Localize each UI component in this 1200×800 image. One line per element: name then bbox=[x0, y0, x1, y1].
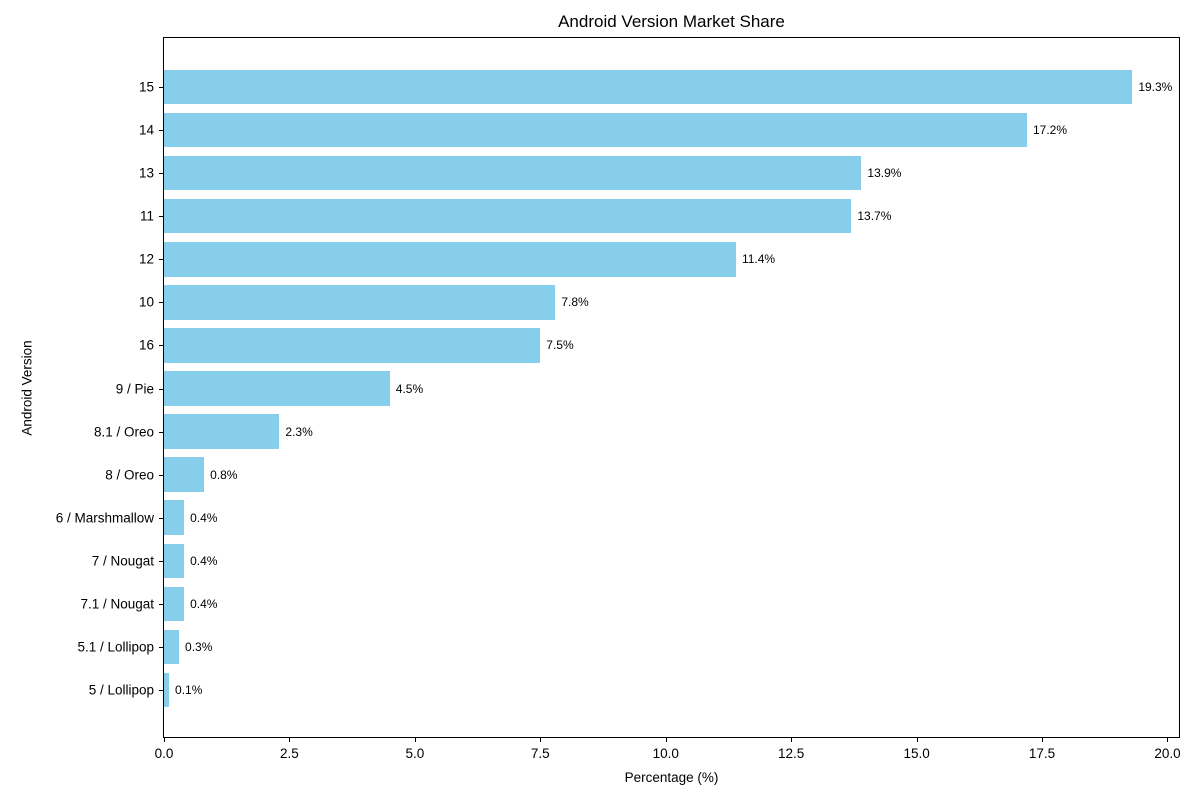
bar-8-oreo bbox=[164, 457, 205, 492]
bar-value-label: 13.9% bbox=[867, 166, 902, 181]
y-tick-label: 8 / Oreo bbox=[105, 467, 154, 483]
y-tick-label: 12 bbox=[138, 251, 154, 267]
y-tick-mark bbox=[159, 517, 164, 519]
bar-6-marshmallow bbox=[164, 500, 185, 535]
x-tick-label: 20.0 bbox=[1154, 746, 1181, 761]
bar-value-label: 13.7% bbox=[857, 209, 892, 224]
y-tick-mark bbox=[159, 345, 164, 347]
bar-5-lollipop bbox=[164, 672, 170, 708]
x-tick-label: 12.5 bbox=[778, 746, 805, 761]
y-tick-mark bbox=[159, 603, 164, 605]
x-tick-label: 15.0 bbox=[903, 746, 930, 761]
y-tick-label: 5.1 / Lollipop bbox=[77, 639, 154, 655]
x-axis-label: Percentage (%) bbox=[624, 770, 719, 785]
bar-7-nougat bbox=[164, 543, 185, 578]
plot-area: 19.3% 17.2% 13.9% 13.7% 11.4% 7.8% 7.5% 4.5% 2.3… bbox=[56, 37, 1181, 785]
bar-value-label: 0.8% bbox=[210, 467, 238, 482]
x-tick-mark bbox=[414, 737, 416, 742]
x-tick-mark bbox=[540, 737, 542, 742]
bar-value-label: 4.5% bbox=[395, 381, 424, 396]
bar-10 bbox=[164, 285, 556, 320]
y-tick-mark bbox=[159, 689, 164, 691]
y-tick-label: 16 bbox=[138, 337, 154, 353]
y-tick-label: 7.1 / Nougat bbox=[80, 596, 154, 612]
y-tick-mark bbox=[159, 474, 164, 476]
y-tick-label: 11 bbox=[139, 208, 154, 224]
y-tick-label: 8.1 / Oreo bbox=[93, 424, 154, 440]
y-tick-label: 5 / Lollipop bbox=[88, 682, 154, 698]
bar-8.1-oreo bbox=[164, 414, 280, 449]
x-tick-label: 7.5 bbox=[530, 746, 550, 761]
x-tick-mark bbox=[1042, 737, 1044, 742]
bar-value-label: 19.3% bbox=[1138, 80, 1173, 95]
y-axis-label: Android Version bbox=[19, 340, 35, 436]
bar-value-label: 7.8% bbox=[561, 295, 589, 310]
bar-11 bbox=[164, 199, 852, 234]
x-tick-label: 17.5 bbox=[1028, 746, 1056, 761]
y-tick-mark bbox=[159, 646, 164, 648]
bar-7.1-nougat bbox=[164, 586, 185, 622]
y-tick-label: 9 / Pie bbox=[115, 381, 154, 396]
bar-value-label: 17.2% bbox=[1032, 123, 1067, 138]
x-tick-label: 5.0 bbox=[405, 746, 425, 761]
y-tick-mark bbox=[159, 87, 164, 89]
x-tick-mark bbox=[665, 737, 667, 742]
x-tick-mark bbox=[916, 737, 918, 742]
x-tick-mark bbox=[1167, 737, 1169, 742]
y-tick-label: 7 / Nougat bbox=[91, 553, 154, 569]
bar-value-label: 0.4% bbox=[190, 553, 218, 568]
y-tick-mark bbox=[159, 431, 164, 433]
bar-5.1-lollipop bbox=[164, 629, 180, 665]
bar-12 bbox=[164, 242, 736, 277]
bar-value-label: 0.4% bbox=[190, 596, 218, 611]
y-tick-mark bbox=[159, 388, 164, 390]
bar-value-label: 2.3% bbox=[285, 424, 313, 439]
y-tick-mark bbox=[159, 302, 164, 304]
bar-value-label: 0.3% bbox=[185, 639, 213, 654]
bar-14 bbox=[164, 112, 1027, 148]
y-tick-label: 15 bbox=[138, 79, 154, 95]
y-tick-mark bbox=[159, 173, 164, 175]
y-tick-label: 10 bbox=[138, 294, 154, 310]
y-tick-label: 6 / Marshmallow bbox=[55, 510, 154, 526]
x-tick-label: 10.0 bbox=[652, 746, 679, 761]
x-tick-label: 0.0 bbox=[154, 746, 174, 761]
bar-15 bbox=[164, 69, 1133, 105]
chart-title: Android Version Market Share bbox=[558, 12, 785, 31]
y-tick-mark bbox=[159, 560, 164, 562]
y-tick-mark bbox=[159, 216, 164, 218]
bar-value-label: 0.4% bbox=[190, 510, 218, 525]
y-tick-mark bbox=[159, 259, 164, 261]
bar-13 bbox=[164, 155, 862, 191]
x-tick-mark bbox=[164, 737, 165, 742]
bar-value-label: 7.5% bbox=[546, 338, 574, 353]
x-tick-label: 2.5 bbox=[280, 746, 299, 761]
bar-9-pie bbox=[164, 371, 390, 406]
y-tick-label: 14 bbox=[138, 122, 154, 138]
bar-value-label: 0.1% bbox=[175, 682, 203, 697]
y-tick-label: 13 bbox=[138, 165, 154, 181]
bar-16 bbox=[164, 328, 541, 363]
bar-value-label: 11.4% bbox=[741, 252, 776, 267]
y-tick-mark bbox=[159, 130, 164, 132]
x-tick-mark bbox=[791, 737, 793, 742]
x-tick-mark bbox=[289, 737, 291, 742]
